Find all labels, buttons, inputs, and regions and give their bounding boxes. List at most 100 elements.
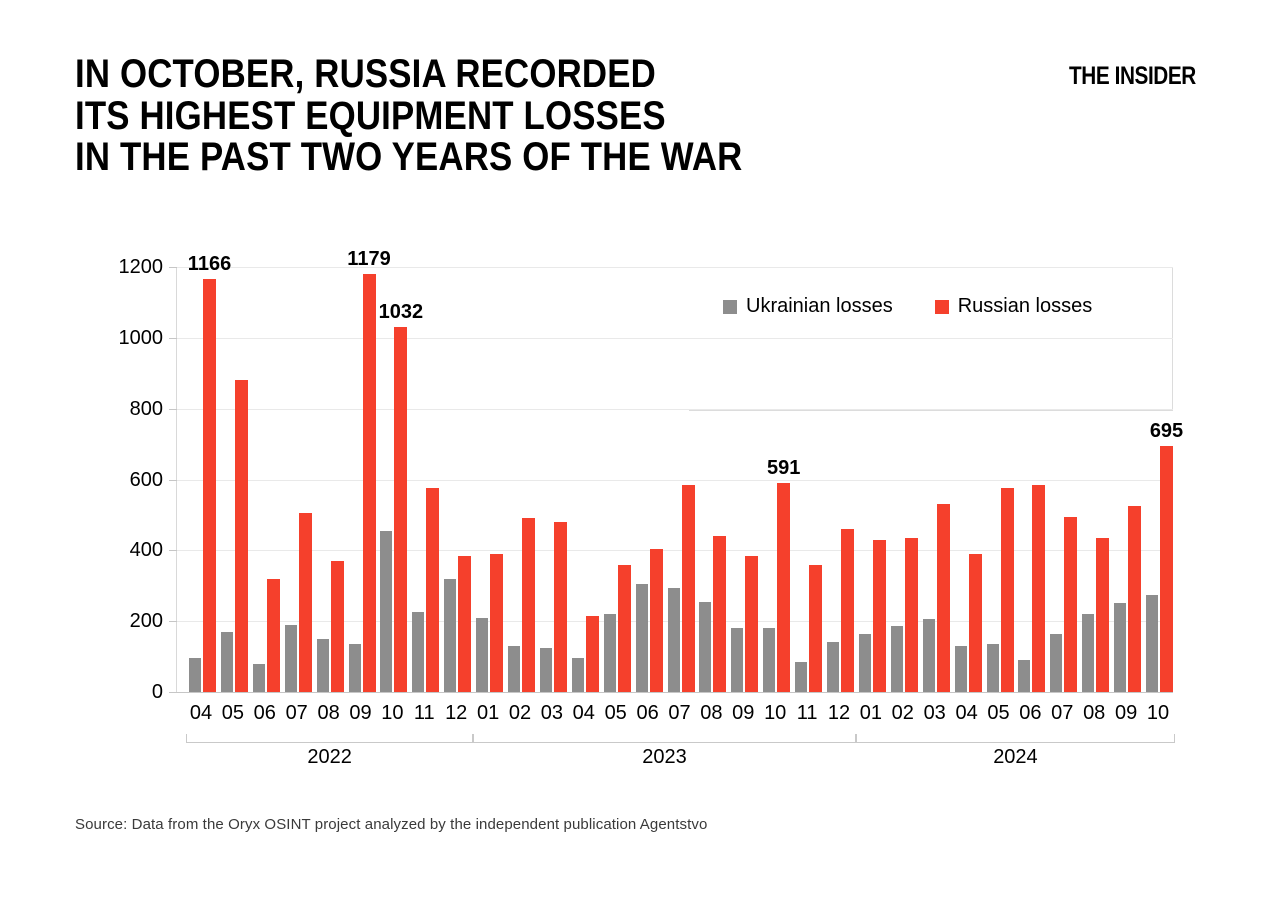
- bar-russian-2024-06: [1032, 484, 1046, 692]
- bar-ukrainian-2024-03: [922, 619, 935, 692]
- data-label-2022-04: 1166: [187, 253, 232, 276]
- bar-ukrainian-2024-08: [1082, 614, 1095, 692]
- bar-russian-2024-05: [1000, 488, 1014, 692]
- year-label-2024: 2024: [993, 746, 1038, 768]
- bar-russian-2023-06: [649, 548, 663, 692]
- year-label-2022: 2022: [307, 746, 352, 768]
- data-label-2022-09: 1179: [347, 248, 391, 271]
- bar-ukrainian-2022-09: [348, 644, 361, 692]
- month-label-2022-09: 09: [349, 702, 372, 724]
- source-note: Source: Data from the Oryx OSINT project…: [75, 816, 708, 833]
- month-label-2023-12: 12: [827, 702, 851, 724]
- bar-russian-2024-07: [1064, 516, 1078, 692]
- month-label-2023-08: 08: [700, 702, 723, 724]
- bar-ukrainian-2023-07: [667, 587, 680, 692]
- bar-russian-2024-09: [1128, 506, 1142, 692]
- y-axis-tick-400: [169, 550, 177, 552]
- gridline-1000: [177, 337, 1173, 339]
- bar-ukrainian-2024-05: [986, 644, 999, 692]
- month-label-2023-10: 10: [764, 702, 787, 724]
- month-label-2024-06: 06: [1019, 702, 1042, 724]
- month-label-2024-03: 03: [923, 702, 946, 724]
- bar-ukrainian-2024-06: [1018, 660, 1031, 692]
- y-axis-label: 200: [129, 610, 163, 633]
- month-label-2023-11: 11: [796, 702, 818, 724]
- month-label-2023-06: 06: [636, 702, 659, 724]
- month-label-2022-11: 11: [413, 702, 435, 724]
- bar-russian-2022-05: [234, 380, 248, 692]
- month-label-2023-01: 01: [476, 702, 500, 724]
- year-bracket-2023: 2023: [473, 734, 856, 768]
- y-axis-label: 1000: [118, 326, 164, 349]
- legend-item-ukrainian-losses: Ukrainian losses: [723, 295, 893, 318]
- data-label-2022-10: 1032: [378, 300, 424, 323]
- year-bracket-2022: 2022: [186, 734, 474, 768]
- bar-ukrainian-2022-12: [444, 578, 457, 692]
- year-bracket-2024: 2024: [855, 734, 1175, 768]
- gridline-1200: [177, 267, 1173, 268]
- page-title: IN OCTOBER, RUSSIA RECORDED ITS HIGHEST …: [75, 52, 743, 179]
- bar-ukrainian-2024-07: [1050, 633, 1063, 692]
- bar-ukrainian-2023-02: [508, 645, 520, 692]
- gridline-400: [177, 550, 1173, 552]
- bar-russian-2024-03: [936, 504, 950, 692]
- bar-russian-2023-12: [841, 529, 854, 692]
- bar-russian-2023-04: [585, 615, 599, 692]
- bar-ukrainian-2024-09: [1114, 603, 1127, 692]
- data-label-2023-10: 591: [767, 456, 801, 479]
- y-axis-tick-800: [169, 408, 177, 410]
- bar-russian-2022-09: [362, 274, 376, 692]
- bar-ukrainian-2023-03: [539, 647, 552, 692]
- bar-russian-2023-07: [681, 484, 695, 692]
- month-label-2022-08: 08: [317, 702, 340, 724]
- bar-russian-2023-03: [553, 522, 567, 692]
- bar-russian-2023-11: [809, 564, 823, 692]
- bar-ukrainian-2022-07: [284, 624, 297, 692]
- bar-ukrainian-2023-08: [699, 601, 712, 692]
- bar-ukrainian-2022-04: [189, 658, 201, 692]
- month-label-2022-05: 05: [221, 702, 245, 724]
- bar-ukrainian-2024-02: [890, 626, 903, 692]
- gridline-800: [177, 408, 1173, 410]
- y-axis-label: 800: [129, 397, 163, 420]
- bar-ukrainian-2023-12: [827, 642, 839, 692]
- y-axis-label: 1200: [118, 256, 164, 278]
- bar-russian-2023-10: [777, 482, 791, 692]
- losses-bar-chart-plot-area: Ukrainian losses Russian losses 0 200 400 60…: [119, 249, 1184, 703]
- bar-ukrainian-2022-10: [380, 530, 393, 692]
- month-label-2023-02: 02: [508, 702, 532, 724]
- bar-ukrainian-2022-08: [316, 638, 329, 692]
- gridline-600: [177, 479, 1173, 481]
- bar-russian-2024-04: [968, 553, 982, 692]
- bar-russian-2024-01: [872, 539, 886, 692]
- y-axis-tick-200: [169, 621, 177, 623]
- bar-ukrainian-2022-11: [412, 612, 425, 692]
- month-label-2023-05: 05: [604, 702, 627, 724]
- bar-russian-2022-10: [394, 326, 408, 692]
- bar-ukrainian-2023-11: [795, 661, 808, 692]
- bar-ukrainian-2024-10: [1146, 594, 1158, 692]
- bar-ukrainian-2023-05: [603, 614, 616, 692]
- bar-russian-2022-07: [298, 513, 312, 692]
- bar-ukrainian-2022-05: [220, 631, 233, 692]
- legend-item-russian-losses: Russian losses: [934, 295, 1092, 318]
- month-label-2023-04: 04: [572, 702, 595, 724]
- month-label-2022-07: 07: [285, 702, 308, 724]
- y-axis-label: 0: [151, 681, 163, 703]
- bar-ukrainian-2022-06: [252, 663, 265, 692]
- y-axis-tick-1200: [169, 267, 177, 268]
- y-axis-tick-600: [169, 479, 177, 481]
- bar-russian-2022-06: [266, 578, 280, 692]
- bar-russian-2023-05: [617, 564, 631, 692]
- month-label-2022-06: 06: [253, 702, 276, 724]
- bar-russian-2023-09: [745, 555, 759, 692]
- month-label-2024-10: 10: [1146, 702, 1170, 724]
- bar-russian-2022-04: [203, 279, 216, 692]
- brand-logo: THE INSIDER: [1069, 62, 1196, 90]
- month-axis: 04 05 06 07 08 09 10 11 12 01 02 03 04 05 06 07 08 09 10 11…: [176, 702, 1172, 726]
- y-axis-label: 600: [129, 468, 163, 491]
- y-axis-label: 400: [129, 539, 163, 562]
- month-label-2022-04: 04: [189, 702, 213, 724]
- bar-russian-2024-02: [904, 537, 918, 692]
- month-label-2023-07: 07: [668, 702, 691, 724]
